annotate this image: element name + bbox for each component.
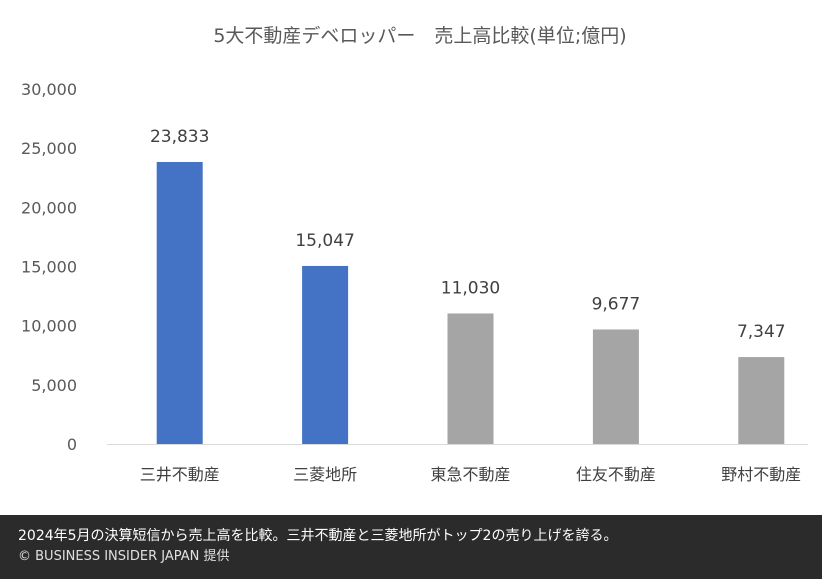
category-labels-group: 三井不動産 三菱地所 東急不動産 住友不動産 野村不動産 <box>140 465 802 484</box>
y-tick-label: 25,000 <box>21 139 77 158</box>
caption-text: 2024年5月の決算短信から売上高を比較。三井不動産と三菱地所がトップ2の売り上… <box>18 528 618 544</box>
bar-chart: 5大不動産デベロッパー 売上高比較(単位;億円) 0 5,000 10,000 15,… <box>21 25 808 484</box>
y-tick-label: 15,000 <box>21 258 77 277</box>
category-label: 三菱地所 <box>293 465 357 484</box>
bar <box>156 161 203 444</box>
y-axis-tick-labels: 0 5,000 10,000 15,000 20,000 25,000 30,000 <box>21 80 77 454</box>
y-tick-label: 10,000 <box>21 317 77 336</box>
data-label: 11,030 <box>441 278 500 298</box>
data-labels-group: 23,833 15,047 11,030 9,677 7,347 <box>150 127 786 342</box>
y-tick-label: 0 <box>67 435 77 454</box>
data-label: 9,677 <box>592 294 641 314</box>
bar <box>738 357 785 444</box>
category-label: 三井不動産 <box>140 465 220 484</box>
caption-bar: 2024年5月の決算短信から売上高を比較。三井不動産と三菱地所がトップ2の売り上… <box>0 515 822 579</box>
bar <box>447 313 494 444</box>
bars-group <box>156 161 785 444</box>
chart-area: 5大不動産デベロッパー 売上高比較(単位;億円) 0 5,000 10,000 15,… <box>21 25 808 484</box>
category-label: 野村不動産 <box>721 465 801 484</box>
data-label: 15,047 <box>295 231 354 251</box>
category-label: 住友不動産 <box>576 465 656 484</box>
y-tick-label: 5,000 <box>31 376 77 395</box>
bar <box>592 329 639 444</box>
bar <box>302 265 349 444</box>
data-label: 23,833 <box>150 127 209 147</box>
chart-title: 5大不動産デベロッパー 売上高比較(単位;億円) <box>213 25 626 47</box>
y-tick-label: 20,000 <box>21 198 77 217</box>
y-tick-label: 30,000 <box>21 80 77 99</box>
data-label: 7,347 <box>737 322 786 342</box>
credit-text: © BUSINESS INSIDER JAPAN 提供 <box>18 549 230 564</box>
category-label: 東急不動産 <box>430 465 510 484</box>
